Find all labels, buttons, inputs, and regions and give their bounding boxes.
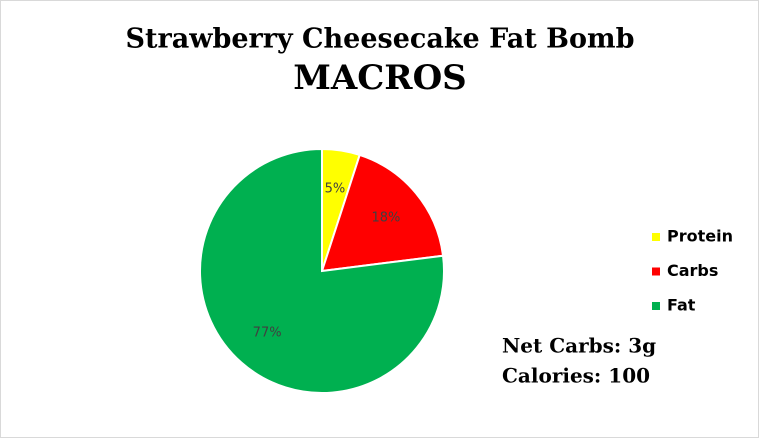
legend-label: Protein bbox=[667, 227, 733, 246]
annotation: Calories: 100 bbox=[502, 364, 650, 388]
pie-slice bbox=[199, 147, 445, 394]
chart-subtitle: MACROS bbox=[293, 58, 467, 98]
legend-swatch bbox=[652, 233, 660, 241]
legend-label: Fat bbox=[667, 296, 696, 315]
slice-label: 5% bbox=[325, 182, 346, 197]
legend-label: Carbs bbox=[667, 261, 718, 280]
slice-label: 18% bbox=[371, 211, 400, 226]
pie-slice bbox=[320, 153, 445, 273]
legend-swatch bbox=[652, 302, 660, 310]
slice-label: 77% bbox=[253, 326, 282, 341]
annotation: Net Carbs: 3g bbox=[502, 334, 656, 358]
legend-swatch bbox=[652, 267, 660, 276]
chart-title: Strawberry Cheesecake Fat Bomb bbox=[126, 24, 635, 55]
